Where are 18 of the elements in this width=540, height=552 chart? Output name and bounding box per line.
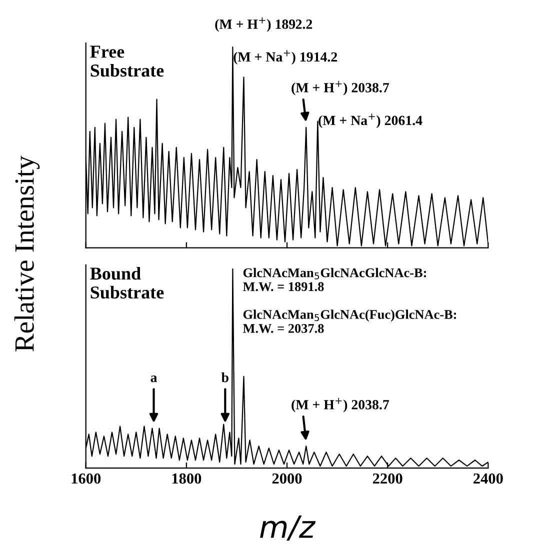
x-tick-label: 2400 xyxy=(474,473,503,484)
annotation: GlcNAcMan$_{5}$GlcNAc(Fuc)GlcNAc-B: M.W. = 2037.8 xyxy=(242,310,456,333)
annotation: b xyxy=(221,372,228,382)
y-axis-title: Relative Intensity xyxy=(14,156,40,352)
annotation: (M + H$^{+}$) 2038.7 xyxy=(292,80,390,96)
x-tick-label: 1600 xyxy=(72,473,101,484)
x-tick-label: 1800 xyxy=(172,473,202,484)
annotation: (M + Na$^{+}$) 1914.2 xyxy=(234,50,338,64)
annotation: (M + Na$^{+}$) 2061.4 xyxy=(318,114,422,128)
annotation: (M + H$^{+}$) 2038.7 xyxy=(292,398,390,412)
annotation: GlcNAcMan$_{5}$GlcNAcGlcNAc-B: M.W. = 1891.8 xyxy=(242,268,426,292)
x-tick-label: 2000 xyxy=(272,473,302,484)
x-axis-title: m/z xyxy=(260,516,316,541)
annotation: a xyxy=(150,376,158,382)
annotation: (M + H$^{+}$) 1892.2 xyxy=(215,17,312,32)
chart-title: Bound Substrate xyxy=(90,266,164,299)
chart-title: Free Substrate xyxy=(90,46,164,77)
x-tick-label: 2200 xyxy=(372,473,402,484)
